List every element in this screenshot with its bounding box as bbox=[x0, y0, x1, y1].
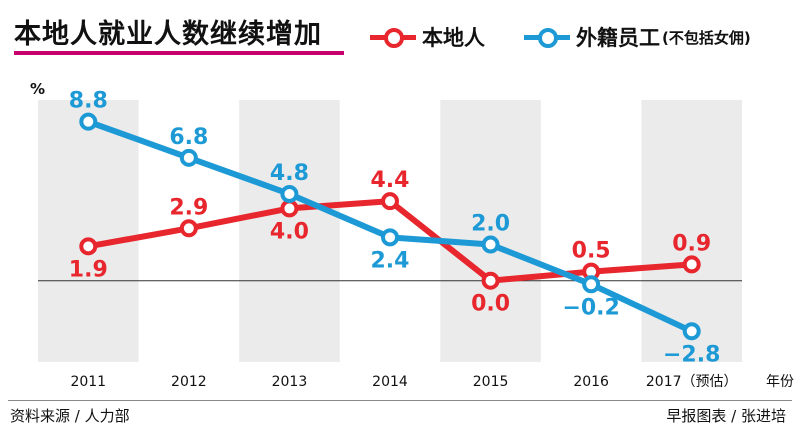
footer-divider bbox=[8, 400, 792, 401]
data-label: 2.9 bbox=[169, 195, 208, 220]
data-point bbox=[280, 199, 299, 218]
data-point bbox=[280, 184, 299, 203]
x-tick-label: 2012 bbox=[171, 374, 207, 390]
data-label: 2.0 bbox=[471, 212, 510, 237]
x-tick-label: 2017（预估） bbox=[646, 374, 738, 390]
data-point bbox=[79, 237, 98, 256]
data-point bbox=[179, 148, 198, 167]
x-axis-unit-label: 年份 bbox=[766, 374, 794, 390]
data-label: 0.0 bbox=[471, 292, 510, 317]
data-label: 6.8 bbox=[169, 125, 208, 150]
data-label: 0.5 bbox=[572, 239, 611, 264]
x-tick-label: 2016 bbox=[573, 374, 609, 390]
y-axis-unit-label: % bbox=[30, 80, 45, 98]
legend-local-label: 本地人 bbox=[422, 26, 485, 50]
title-underline bbox=[14, 51, 344, 55]
data-label: 1.9 bbox=[69, 257, 108, 282]
data-label: 4.0 bbox=[270, 219, 309, 244]
data-point bbox=[179, 219, 198, 238]
data-source: 资料来源 / 人力部 bbox=[10, 407, 130, 425]
data-point bbox=[79, 112, 98, 131]
legend-foreign-label: 外籍员工 bbox=[576, 26, 660, 50]
x-tick-label: 2014 bbox=[372, 374, 408, 390]
data-point bbox=[481, 235, 500, 254]
x-tick-label: 2013 bbox=[272, 374, 308, 390]
legend-foreign-swatch bbox=[524, 28, 570, 48]
data-label: 0.9 bbox=[672, 231, 711, 256]
data-point bbox=[381, 192, 399, 211]
background-band bbox=[440, 100, 541, 362]
data-label: 4.8 bbox=[270, 161, 309, 186]
data-label: −2.8 bbox=[663, 342, 720, 367]
data-point bbox=[481, 271, 500, 290]
data-label: 2.4 bbox=[371, 248, 410, 273]
chart-credit: 早报图表 / 张进培 bbox=[666, 407, 786, 425]
data-point bbox=[381, 228, 399, 247]
data-point bbox=[682, 255, 701, 274]
data-point bbox=[682, 322, 701, 341]
legend-foreign: 外籍员工 (不包括女佣) bbox=[524, 22, 751, 52]
legend-foreign-note: (不包括女佣) bbox=[662, 28, 751, 47]
legend-local-swatch bbox=[370, 28, 416, 48]
x-tick-label: 2011 bbox=[70, 374, 106, 390]
x-tick-label: 2015 bbox=[473, 374, 509, 390]
data-label: 8.8 bbox=[69, 89, 108, 114]
background-band bbox=[38, 100, 139, 362]
legend-local: 本地人 bbox=[370, 22, 485, 52]
data-label: −0.2 bbox=[562, 295, 619, 320]
chart-title: 本地人就业人数继续增加 bbox=[14, 19, 322, 50]
background-band bbox=[239, 100, 340, 362]
data-label: 4.4 bbox=[371, 168, 410, 193]
data-point bbox=[582, 275, 601, 294]
